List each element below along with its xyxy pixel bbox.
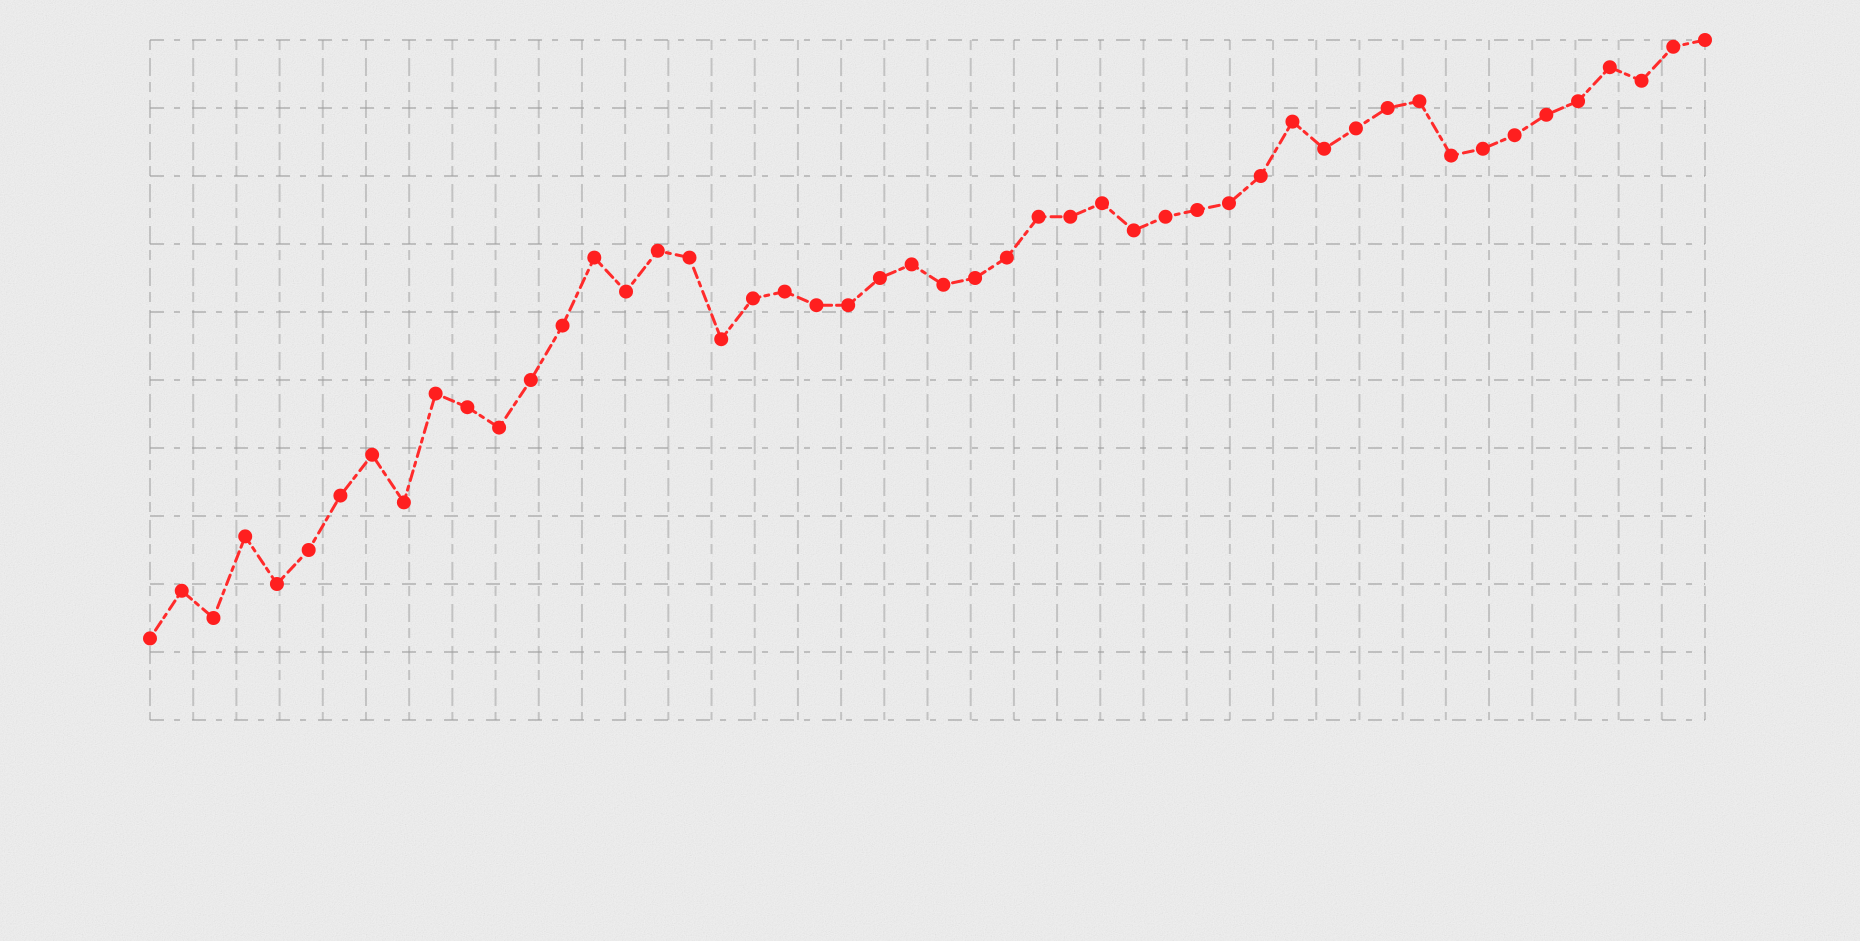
data-point <box>1666 39 1681 54</box>
data-point <box>523 373 538 387</box>
data-point <box>365 447 380 462</box>
data-point <box>1221 196 1236 211</box>
grid-layer <box>149 39 1706 721</box>
data-point <box>174 583 189 598</box>
data-point <box>587 250 602 265</box>
data-point <box>1031 209 1046 224</box>
data-point <box>269 577 284 591</box>
data-point <box>1285 114 1300 129</box>
data-point <box>809 298 824 313</box>
data-point <box>1380 101 1395 115</box>
data-point <box>650 243 665 258</box>
data-point <box>1190 203 1205 217</box>
data-point <box>745 291 760 306</box>
data-point <box>428 386 443 401</box>
data-point <box>396 495 411 510</box>
data-point <box>238 529 253 544</box>
data-point <box>460 400 475 415</box>
data-point <box>968 271 983 285</box>
data-point <box>1444 148 1459 163</box>
data-point <box>1475 141 1490 156</box>
data-point <box>1095 196 1110 211</box>
data-point <box>999 250 1014 265</box>
data-point <box>936 277 951 292</box>
data-point <box>1126 223 1141 238</box>
series-layer <box>143 33 1712 646</box>
data-point <box>841 298 856 313</box>
data-point <box>1507 128 1522 143</box>
data-point <box>619 284 634 299</box>
data-point <box>1063 209 1078 224</box>
data-point <box>904 257 919 272</box>
data-point <box>1634 73 1649 88</box>
data-point <box>714 332 729 347</box>
data-point <box>1158 209 1173 224</box>
data-point <box>1602 60 1617 75</box>
data-point <box>1317 141 1332 156</box>
data-point <box>682 250 697 265</box>
data-point <box>1253 169 1268 183</box>
data-point <box>1539 107 1554 122</box>
data-point <box>1348 121 1363 136</box>
data-point <box>301 543 316 557</box>
data-point <box>333 488 348 503</box>
data-point <box>143 631 157 646</box>
data-point <box>1698 33 1712 47</box>
data-point <box>1571 94 1586 109</box>
series-line <box>148 38 1707 640</box>
data-point <box>872 271 887 285</box>
data-point <box>555 318 570 333</box>
data-point <box>492 420 507 435</box>
data-point <box>1412 94 1427 109</box>
data-point <box>777 284 792 299</box>
data-point <box>206 611 221 625</box>
